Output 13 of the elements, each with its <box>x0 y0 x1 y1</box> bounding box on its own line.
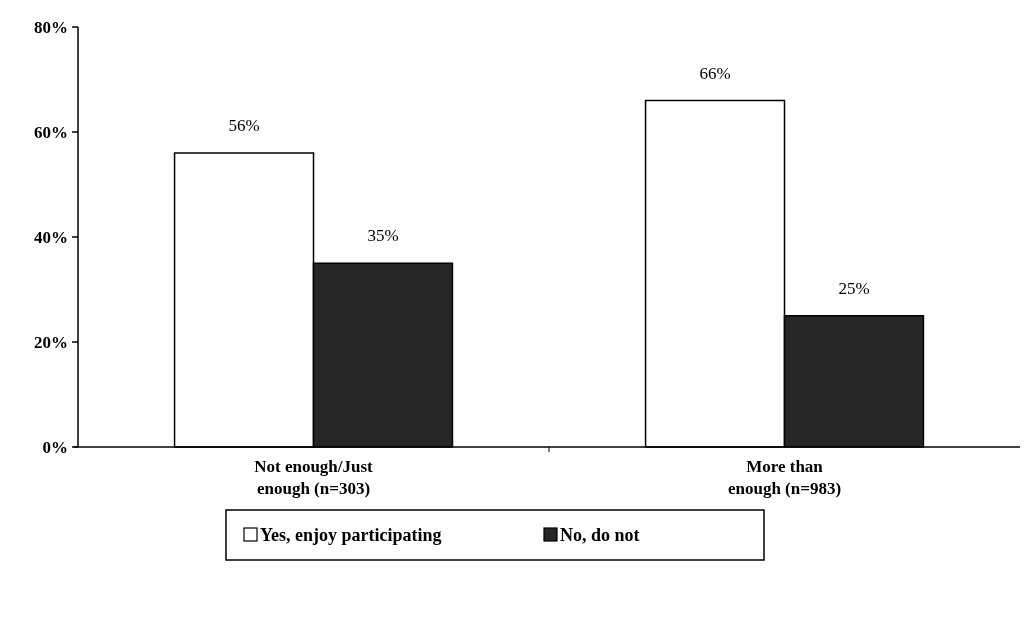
legend-label: Yes, enjoy participating <box>260 525 442 546</box>
y-tick-label: 40% <box>34 227 68 247</box>
legend-label: No, do not <box>560 525 640 546</box>
data-label: 66% <box>699 63 731 83</box>
x-tick-label: Not enough/Just enough (n=303) <box>254 457 374 498</box>
data-label: 35% <box>367 226 399 246</box>
y-tick-label: 0% <box>42 437 68 457</box>
y-tick-label: 60% <box>34 122 68 142</box>
x-tick-label: More than enough (n=983) <box>727 457 842 498</box>
data-label: 56% <box>228 116 260 135</box>
y-tick-label: 20% <box>34 332 68 352</box>
y-tick-label: 80% <box>34 17 68 37</box>
data-label: 25% <box>838 278 870 298</box>
